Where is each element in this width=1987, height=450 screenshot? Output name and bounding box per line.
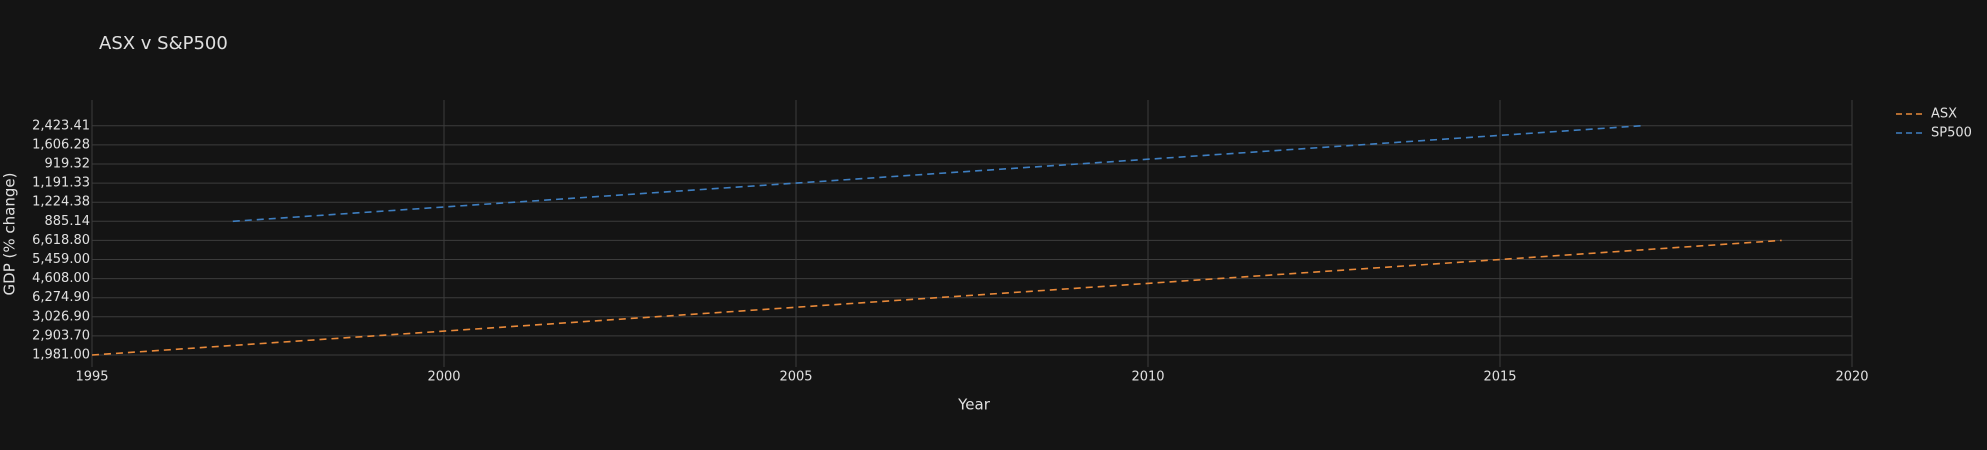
y-tick-label: 2,423.41	[32, 118, 90, 133]
line	[91, 239, 1782, 356]
legend-label: ASX	[1931, 107, 1957, 122]
x-tick-label: 2005	[779, 370, 812, 385]
y-tick-label: 885.14	[45, 214, 91, 229]
y-tick-label: 1,981.00	[32, 348, 90, 363]
y-tick-label: 1,606.28	[32, 137, 90, 152]
x-tick-label: 1995	[75, 370, 108, 385]
y-tick-label: 919.32	[45, 157, 91, 172]
y-tick-label: 6,618.80	[32, 233, 90, 248]
y-tick-label: 1,191.33	[32, 176, 90, 191]
y-tick-label: 3,026.90	[32, 309, 90, 324]
x-tick-label: 2000	[427, 370, 460, 385]
y-tick-label: 4,608.00	[32, 271, 90, 286]
x-tick-label: 2015	[1483, 370, 1516, 385]
line	[232, 125, 1641, 223]
chart-title: ASX v S&P500	[99, 33, 228, 54]
y-tick-label: 5,459.00	[32, 252, 90, 267]
y-tick-label: 2,903.70	[32, 328, 90, 343]
x-tick-label: 2020	[1835, 370, 1868, 385]
x-tick-label: 2010	[1131, 370, 1164, 385]
y-tick-label: 6,274.90	[32, 290, 90, 305]
y-tick-label: 1,224.38	[32, 195, 90, 210]
y-axis-title: GDP (% change)	[1, 173, 19, 296]
x-axis-title: Year	[957, 396, 991, 414]
legend-label: SP500	[1931, 126, 1972, 141]
